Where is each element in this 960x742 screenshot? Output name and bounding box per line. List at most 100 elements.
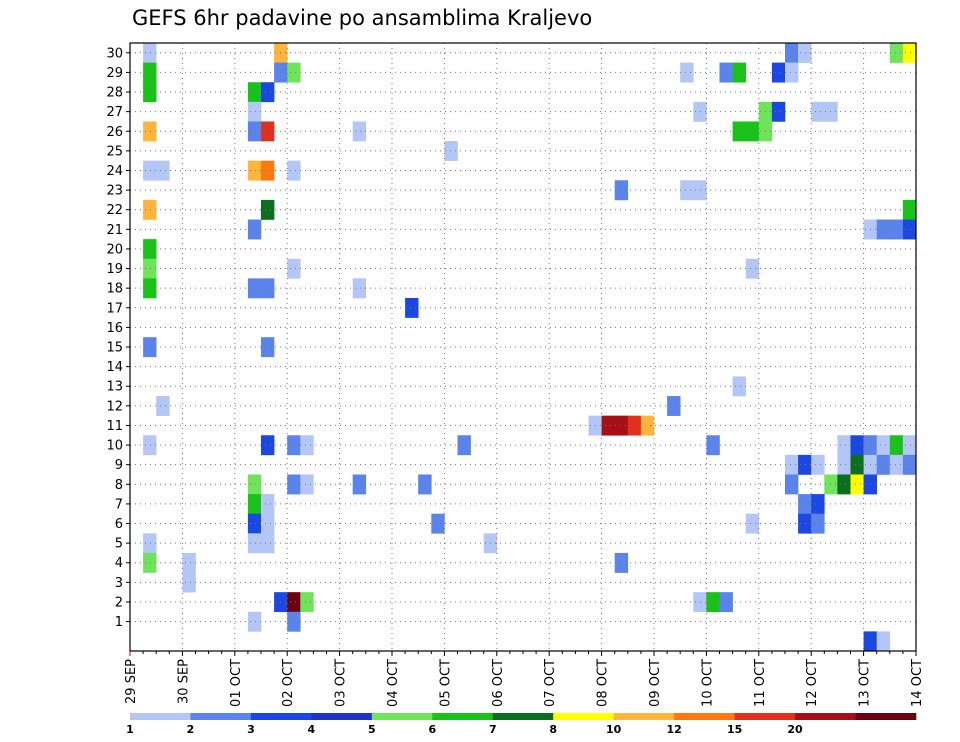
heatmap-cell — [732, 121, 746, 142]
y-tick-label: 1 — [115, 615, 123, 630]
colorbar-swatch — [250, 713, 312, 720]
colorbar-label: 15 — [727, 723, 742, 736]
heatmap-cell — [889, 43, 904, 63]
heatmap-cell — [261, 435, 275, 456]
heatmap-cell — [680, 62, 694, 83]
heatmap-cell — [837, 435, 851, 456]
heatmap-cell — [640, 415, 655, 436]
heatmap-cell — [667, 396, 681, 416]
heatmap-cell — [627, 415, 642, 436]
y-tick-label: 20 — [106, 242, 123, 257]
heatmap-cell — [902, 219, 917, 240]
heatmap-cell — [156, 160, 170, 181]
heatmap-cell — [247, 101, 262, 122]
heatmap-cell — [418, 474, 432, 495]
heatmap-cell — [261, 82, 275, 103]
heatmap-cell — [850, 474, 864, 495]
y-tick-label: 24 — [106, 164, 123, 179]
x-tick-label: 05 OCT — [438, 659, 453, 707]
heatmap-cell — [261, 160, 275, 181]
y-tick-label: 23 — [106, 184, 123, 199]
heatmap-cell — [247, 278, 262, 299]
colorbar-swatch — [613, 713, 675, 720]
heatmap-cell — [785, 43, 799, 63]
y-axis: 1234567891011121314151617181920212223242… — [106, 46, 130, 630]
x-tick-label: 08 OCT — [596, 659, 611, 707]
heatmap-cell — [143, 43, 157, 63]
y-tick-label: 7 — [115, 497, 123, 512]
heatmap-cell — [706, 592, 720, 613]
heatmap-cell — [850, 435, 864, 456]
heatmap-cell — [261, 121, 275, 142]
colorbar-swatch — [734, 713, 796, 720]
heatmap-cell — [876, 454, 891, 475]
heatmap-cell — [143, 239, 157, 260]
chart-grid — [130, 43, 916, 651]
heatmap-cell — [876, 435, 891, 456]
heatmap-cell — [785, 454, 799, 475]
x-tick-label: 12 OCT — [805, 659, 820, 707]
colorbar-label: 2 — [187, 723, 195, 736]
y-tick-label: 6 — [115, 517, 123, 532]
heatmap-cell — [837, 454, 851, 475]
x-tick-label: 14 OCT — [910, 659, 925, 707]
heatmap-cell — [850, 454, 864, 475]
x-tick-label: 09 OCT — [648, 659, 663, 707]
heatmap-cell — [798, 43, 812, 63]
heatmap-cell — [811, 454, 825, 475]
y-tick-label: 18 — [106, 282, 123, 297]
colorbar-swatch — [371, 713, 433, 720]
y-tick-label: 9 — [115, 458, 123, 473]
colorbar-label: 20 — [787, 723, 803, 736]
y-tick-label: 5 — [115, 537, 123, 552]
colorbar-label: 4 — [308, 723, 316, 736]
colorbar-swatch — [795, 713, 856, 720]
x-axis: 29 SEP 30 SEP 01 OCT 02 OCT 03 OCT 04 OCT 05 O… — [124, 651, 925, 707]
heatmap-cell — [614, 552, 629, 573]
y-tick-label: 10 — [106, 439, 123, 454]
colorbar-swatch — [130, 713, 191, 720]
heatmap-cell — [287, 258, 301, 279]
x-tick-label: 01 OCT — [229, 659, 244, 707]
colorbar-label: 7 — [489, 723, 497, 736]
x-tick-label: 30 SEP — [176, 659, 191, 704]
y-tick-label: 30 — [106, 46, 123, 61]
heatmap-cell — [247, 82, 262, 103]
heatmap-cell — [352, 474, 367, 495]
x-tick-label: 13 OCT — [858, 659, 873, 707]
heatmap-cell — [431, 513, 445, 534]
colorbar-swatch — [553, 713, 614, 720]
heatmap-cell — [405, 297, 419, 318]
heatmap-cell — [143, 337, 157, 358]
y-tick-label: 15 — [106, 341, 123, 356]
heatmap-cell — [261, 337, 275, 358]
x-tick-label: 02 OCT — [281, 659, 296, 707]
colorbar-swatch — [311, 713, 373, 720]
x-tick-label: 07 OCT — [543, 659, 558, 707]
heatmap-cell — [143, 258, 157, 279]
colorbar-swatch — [855, 713, 917, 720]
heatmap-cell — [247, 121, 262, 142]
heatmap-cell — [247, 474, 262, 495]
heatmap-cell — [143, 82, 157, 103]
heatmap-cell — [785, 62, 799, 83]
heatmap-cell — [614, 415, 629, 436]
heatmap-cell — [143, 160, 157, 181]
y-tick-label: 21 — [106, 223, 123, 238]
heatmap-cell — [798, 494, 812, 515]
heatmap-cell — [680, 180, 694, 201]
heatmap-cell — [902, 454, 917, 475]
heatmap-cell — [837, 474, 851, 495]
y-tick-label: 14 — [106, 360, 123, 375]
heatmap-cell — [457, 435, 471, 456]
colorbar-swatch — [190, 713, 252, 720]
heatmap-cell — [300, 592, 314, 613]
heatmap-cell — [143, 435, 157, 456]
colorbar-label: 5 — [368, 723, 376, 736]
heatmap-cell — [352, 278, 367, 299]
heatmap-cell — [143, 533, 157, 554]
heatmap-cell — [247, 160, 262, 181]
colorbar-label: 10 — [606, 723, 622, 736]
y-tick-label: 12 — [106, 399, 123, 414]
